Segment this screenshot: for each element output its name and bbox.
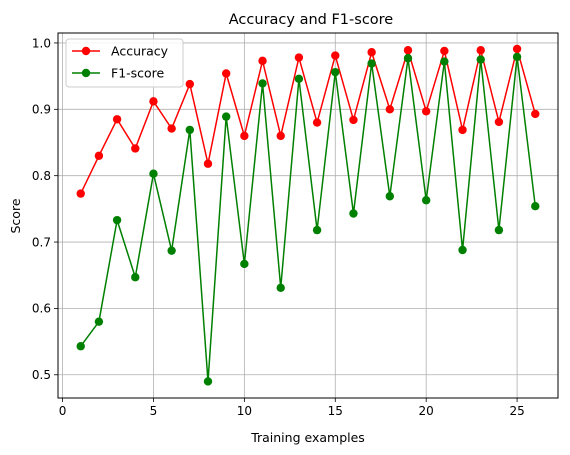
point-accuracy bbox=[94, 151, 104, 160]
point-accuracy bbox=[403, 46, 413, 55]
series bbox=[76, 44, 540, 386]
point-accuracy bbox=[312, 118, 322, 127]
point-accuracy bbox=[512, 44, 522, 54]
y-axis-label: Score bbox=[8, 198, 23, 233]
point-accuracy bbox=[76, 189, 85, 198]
point-accuracy bbox=[276, 131, 285, 141]
point-accuracy bbox=[221, 69, 231, 78]
ticks: 0 5 10 15 20 25 0.5 0.6 0.7 0.8 0.9 1.0 bbox=[32, 36, 525, 418]
point-accuracy bbox=[458, 125, 467, 135]
point-f1-score bbox=[440, 57, 449, 66]
y-tick-label: 0.6 bbox=[32, 302, 51, 316]
x-tick-label: 15 bbox=[328, 404, 343, 418]
point-accuracy bbox=[494, 117, 504, 127]
y-tick-label: 1.0 bbox=[32, 36, 51, 50]
point-f1-score bbox=[94, 317, 104, 326]
legend-marker-f1 bbox=[81, 68, 91, 78]
y-tick-label: 0.7 bbox=[32, 235, 51, 249]
point-f1-score bbox=[331, 67, 340, 77]
point-f1-score bbox=[258, 79, 267, 88]
legend: Accuracy F1-score bbox=[65, 38, 184, 88]
point-accuracy bbox=[258, 56, 267, 66]
series-line-accuracy bbox=[80, 45, 536, 194]
point-f1-score bbox=[76, 342, 85, 351]
legend-marker-accuracy bbox=[81, 46, 91, 56]
legend-label-accuracy: Accuracy bbox=[111, 44, 169, 59]
point-f1-score bbox=[203, 377, 213, 386]
point-f1-score bbox=[476, 55, 485, 64]
point-f1-score bbox=[112, 215, 122, 225]
legend-label-f1: F1-score bbox=[111, 66, 165, 81]
point-accuracy bbox=[294, 53, 304, 62]
x-tick-label: 20 bbox=[419, 404, 434, 418]
point-f1-score bbox=[512, 52, 522, 62]
point-f1-score bbox=[167, 246, 176, 255]
point-accuracy bbox=[185, 79, 195, 89]
point-accuracy bbox=[349, 115, 358, 125]
chart-title: Accuracy and F1-score bbox=[229, 12, 394, 28]
x-tick-label: 25 bbox=[509, 404, 524, 418]
point-f1-score bbox=[276, 283, 285, 293]
point-f1-score bbox=[458, 245, 467, 255]
x-tick-label: 0 bbox=[59, 404, 67, 418]
point-accuracy bbox=[331, 51, 340, 60]
point-f1-score bbox=[531, 202, 540, 211]
point-accuracy bbox=[112, 115, 122, 124]
point-f1-score bbox=[312, 225, 322, 235]
y-tick-label: 0.5 bbox=[32, 368, 51, 382]
point-f1-score bbox=[494, 225, 504, 235]
point-f1-score bbox=[294, 74, 304, 83]
point-accuracy bbox=[476, 46, 485, 55]
point-f1-score bbox=[403, 54, 413, 63]
point-accuracy bbox=[531, 109, 540, 119]
x-tick-label: 5 bbox=[150, 404, 158, 418]
plot-area bbox=[57, 32, 559, 399]
series-line-f1-score bbox=[80, 56, 537, 382]
point-accuracy bbox=[421, 107, 431, 116]
point-f1-score bbox=[421, 196, 431, 205]
x-axis-label: Training examples bbox=[250, 430, 365, 445]
x-tick-label: 10 bbox=[237, 404, 252, 418]
point-f1-score bbox=[240, 259, 249, 269]
y-tick-label: 0.8 bbox=[32, 169, 51, 183]
point-accuracy bbox=[131, 144, 140, 153]
point-accuracy bbox=[240, 131, 249, 141]
point-f1-score bbox=[349, 209, 358, 218]
point-f1-score bbox=[185, 125, 195, 135]
point-f1-score bbox=[149, 169, 158, 178]
point-f1-score bbox=[131, 273, 140, 282]
point-f1-score bbox=[221, 112, 231, 121]
point-f1-score bbox=[385, 192, 395, 201]
point-f1-score bbox=[367, 59, 376, 68]
point-accuracy bbox=[203, 159, 213, 168]
point-accuracy bbox=[440, 46, 449, 56]
point-accuracy bbox=[385, 105, 395, 114]
y-tick-label: 0.9 bbox=[32, 103, 51, 117]
point-accuracy bbox=[149, 97, 158, 106]
point-accuracy bbox=[167, 124, 176, 133]
point-accuracy bbox=[367, 48, 376, 57]
